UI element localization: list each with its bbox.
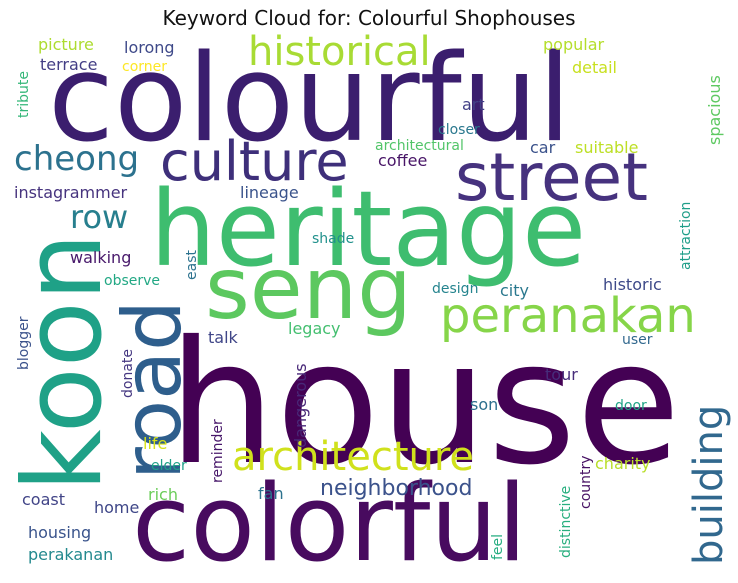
word-instagrammer: instagrammer xyxy=(14,183,128,202)
word-street: street xyxy=(455,139,648,216)
word-lineage: lineage xyxy=(240,183,299,202)
word-road: road xyxy=(106,300,199,480)
word-popular: popular xyxy=(543,35,604,54)
word-detail: detail xyxy=(572,58,617,77)
word-house: house xyxy=(168,305,681,503)
word-terrace: terrace xyxy=(40,55,97,74)
word-shade: shade xyxy=(312,231,354,247)
word-talk: talk xyxy=(208,328,239,347)
word-koon: koon xyxy=(1,233,126,492)
word-lorong: lorong xyxy=(124,38,175,57)
word-observe: observe xyxy=(104,273,160,289)
word-distinctive: distinctive xyxy=(558,486,574,558)
word-blogger: blogger xyxy=(16,316,32,370)
word-historical: historical xyxy=(248,29,431,75)
word-picture: picture xyxy=(38,35,94,54)
word-seng: seng xyxy=(205,239,412,339)
word-culture: culture xyxy=(160,130,349,193)
word-row: row xyxy=(70,198,128,236)
word-rich: rich xyxy=(148,485,178,504)
word-east: east xyxy=(184,250,200,280)
word-fan: fan xyxy=(258,484,284,503)
word-coast: coast xyxy=(22,490,65,509)
word-feel: feel xyxy=(490,534,506,560)
word-colorful: colorful xyxy=(132,462,527,583)
word-tribute: tribute xyxy=(16,71,32,118)
word-perakanan: perakanan xyxy=(28,545,113,564)
word-historic: historic xyxy=(603,275,662,294)
word-elder: elder xyxy=(151,458,187,474)
word-closer: closer xyxy=(438,122,480,138)
word-home: home xyxy=(94,498,139,517)
word-door: door xyxy=(615,398,647,414)
word-corner: corner xyxy=(122,59,167,75)
word-suitable: suitable xyxy=(575,138,638,157)
word-building: building xyxy=(686,405,732,565)
word-housing: housing xyxy=(28,523,91,542)
word-charity: charity xyxy=(595,454,651,473)
word-life: life xyxy=(143,434,167,453)
word-user: user xyxy=(622,332,653,348)
word-legacy: legacy xyxy=(288,319,341,338)
word-heritage: heritage xyxy=(150,168,586,290)
word-walking: walking xyxy=(70,248,131,267)
word-reminder: reminder xyxy=(210,419,226,483)
word-architectural: architectural xyxy=(375,138,464,154)
word-donate: donate xyxy=(120,349,136,398)
word-colourful: colourful xyxy=(48,30,571,169)
word-cheong: cheong xyxy=(14,139,139,179)
word-son: son xyxy=(470,395,498,414)
word-art: art xyxy=(462,95,485,114)
chart-title: Keyword Cloud for: Colourful Shophouses xyxy=(162,6,576,30)
word-neighborhood: neighborhood xyxy=(320,476,472,501)
word-attraction: attraction xyxy=(678,202,694,270)
word-tour: tour xyxy=(545,365,578,384)
word-architecture: architecture xyxy=(232,434,474,480)
word-city: city xyxy=(500,281,529,300)
word-country: country xyxy=(578,455,594,509)
word-spacious: spacious xyxy=(705,75,724,145)
word-car: car xyxy=(530,138,556,157)
word-peranakan: peranakan xyxy=(440,288,696,344)
word-coffee: coffee xyxy=(378,151,427,170)
word-dangerous: dangerous xyxy=(291,363,310,448)
word-design: design xyxy=(432,281,478,297)
